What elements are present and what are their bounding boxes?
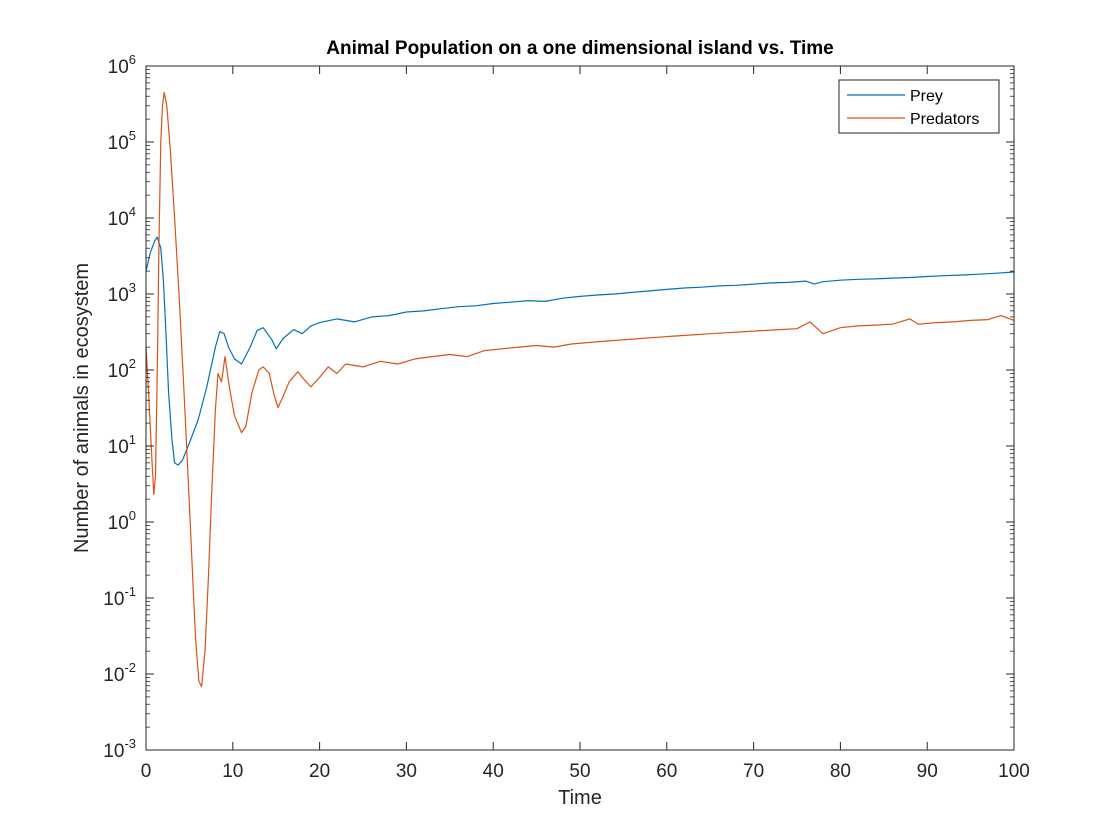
y-tick-label: 104 xyxy=(108,204,136,230)
x-tick-label: 30 xyxy=(396,761,417,782)
plot-area xyxy=(146,66,1014,750)
y-axis-label: Number of animals in ecosystem xyxy=(71,263,93,553)
y-tick-label: 100 xyxy=(108,508,136,534)
y-tick-label: 102 xyxy=(108,356,136,382)
chart-title: Animal Population on a one dimensional i… xyxy=(326,38,833,59)
x-axis-label: Time xyxy=(558,787,602,809)
legend-predators-label: Predators xyxy=(910,111,979,128)
series-line-prey xyxy=(145,236,1015,466)
x-tick-label: 70 xyxy=(743,761,764,782)
x-tick-label: 10 xyxy=(222,761,243,782)
y-tick-label: 10-3 xyxy=(103,736,136,762)
x-tick-label: 0 xyxy=(141,761,152,782)
x-tick-label: 80 xyxy=(830,761,851,782)
y-tick-label: 10-2 xyxy=(103,660,136,686)
y-tick-label: 101 xyxy=(108,432,136,458)
x-tick-label: 50 xyxy=(569,761,590,782)
legend: Prey Predators xyxy=(838,79,1000,134)
y-tick-label: 103 xyxy=(108,280,136,306)
x-tick-label: 60 xyxy=(656,761,677,782)
y-tick-label: 106 xyxy=(108,52,136,78)
series-line-predators xyxy=(145,91,1015,688)
y-tick-label: 10-1 xyxy=(103,584,136,610)
x-tick-label: 20 xyxy=(309,761,330,782)
x-tick-label: 40 xyxy=(483,761,504,782)
legend-prey-label: Prey xyxy=(910,88,943,105)
x-tick-label: 100 xyxy=(998,761,1030,782)
y-tick-label: 105 xyxy=(108,128,136,154)
x-tick-label: 90 xyxy=(917,761,938,782)
legend-box xyxy=(838,79,1000,134)
